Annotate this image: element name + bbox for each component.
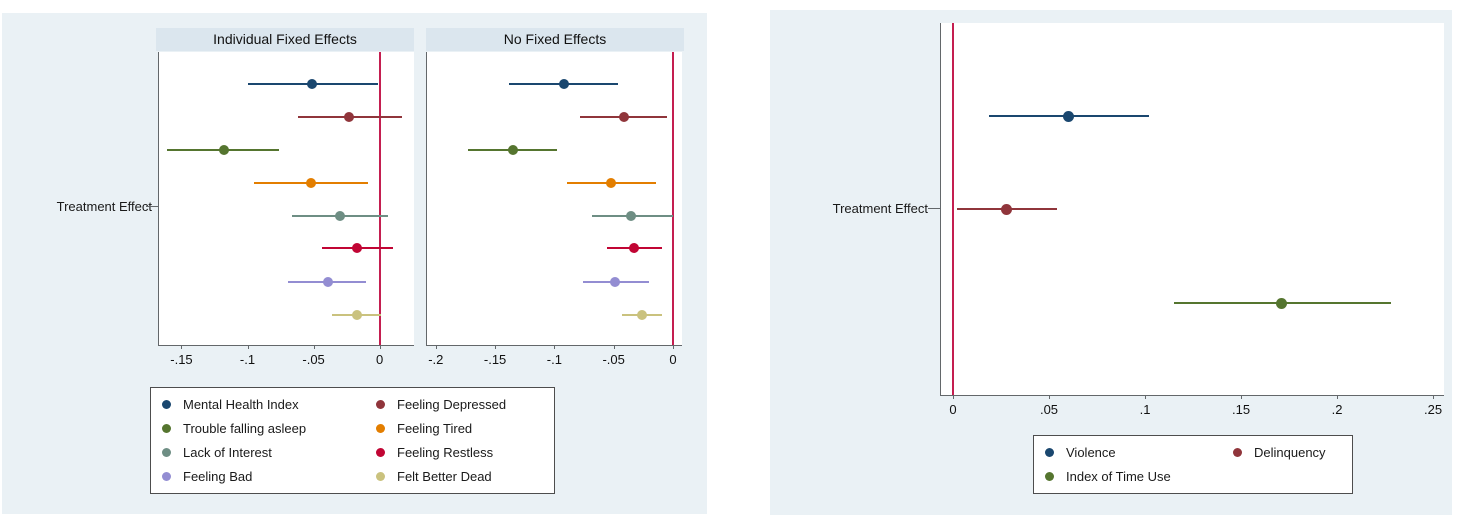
- x-axis-tick: [1049, 395, 1050, 399]
- legend-label: Feeling Bad: [183, 469, 253, 484]
- zero-reference-line: [952, 23, 954, 395]
- legend-item: Delinquency: [1233, 441, 1352, 465]
- legend-label: Feeling Restless: [397, 445, 494, 460]
- legend-dot-icon: [376, 448, 385, 457]
- x-axis-tick: [1337, 395, 1339, 399]
- data-point-dot: [619, 112, 630, 122]
- legend-item: Mental Health Index: [162, 393, 376, 417]
- legend-dot-icon: [162, 424, 171, 433]
- x-axis-tick-label: -.05: [302, 352, 325, 367]
- legend-dot-icon: [162, 400, 171, 409]
- legend-item: Violence: [1045, 441, 1233, 465]
- x-axis-tick: [1241, 395, 1243, 399]
- x-axis-tick: [313, 345, 315, 349]
- legend-dot-icon: [1233, 448, 1242, 457]
- x-axis-tick: [435, 345, 437, 349]
- legend-label: Feeling Depressed: [397, 397, 507, 412]
- x-axis-tick-label: -.1: [546, 352, 562, 367]
- x-axis-tick: [613, 345, 615, 349]
- x-axis-tick: [672, 345, 674, 349]
- legend-label: Delinquency: [1254, 445, 1326, 460]
- x-axis-tick: [379, 345, 381, 349]
- data-point-dot: [1275, 297, 1287, 309]
- legend-label: Felt Better Dead: [397, 469, 492, 484]
- x-axis-tick-label: .15: [1231, 402, 1251, 417]
- plot-area-behavior: 0 .05 .1 .15 .2 .25: [940, 23, 1444, 417]
- legend-dot-icon: [1045, 472, 1054, 481]
- legend-label: Feeling Tired: [397, 421, 473, 436]
- x-axis-tick: [554, 345, 556, 349]
- legend-item: Trouble falling asleep: [162, 417, 376, 441]
- x-axis-tick-label: 0: [376, 352, 384, 367]
- legend-dot-icon: [162, 472, 171, 481]
- data-point-dot: [507, 145, 518, 155]
- x-axis-tick: [247, 345, 249, 349]
- legend-label: Index of Time Use: [1066, 469, 1171, 484]
- data-point-dot: [609, 277, 620, 287]
- legend-box-mental-health: Mental Health Index Feeling Depressed Trou…: [150, 387, 555, 494]
- x-axis-tick-label: -.05: [602, 352, 625, 367]
- x-axis-tick: [181, 345, 183, 349]
- x-axis-tick: [1433, 395, 1435, 399]
- legend-dot-icon: [376, 472, 385, 481]
- data-point-dot: [558, 79, 569, 89]
- y-axis-tick: [928, 208, 940, 209]
- data-point-dot: [626, 211, 637, 221]
- plot-area-no-fixed-effects: -.2 -.15 -.1 -.05 0: [426, 52, 682, 367]
- x-axis-tick-label: .1: [1139, 402, 1151, 417]
- legend-item: Lack of Interest: [162, 441, 376, 465]
- zero-reference-line: [671, 52, 674, 345]
- legend-item: Feeling Tired: [376, 417, 554, 441]
- legend-item: Index of Time Use: [1045, 465, 1233, 489]
- x-axis-tick: [1145, 395, 1147, 399]
- x-axis-tick-label: -.15: [483, 352, 507, 367]
- legend-item: Felt Better Dead: [376, 465, 554, 489]
- legend-dot-icon: [376, 424, 385, 433]
- plot-area-individual-fixed-effects: -.15 -.1 -.05 0: [158, 52, 414, 367]
- y-axis-title: Treatment Effect: [832, 201, 928, 216]
- legend-item: Feeling Restless: [376, 441, 554, 465]
- legend-item: Feeling Bad: [162, 465, 376, 489]
- x-axis-tick-label: 0: [669, 352, 677, 367]
- data-point-dot: [637, 310, 648, 320]
- x-axis-tick: [495, 345, 497, 349]
- legend-label: Mental Health Index: [183, 397, 299, 412]
- data-point-dot: [323, 277, 334, 287]
- x-axis-tick-label: -.15: [170, 352, 193, 367]
- legend-dot-icon: [1045, 448, 1054, 457]
- y-axis-tick: [146, 206, 158, 207]
- x-axis-tick-label: -.2: [428, 352, 444, 367]
- legend-label: Trouble falling asleep: [183, 421, 307, 436]
- legend-label: Violence: [1066, 445, 1116, 460]
- legend-dot-icon: [376, 400, 385, 409]
- data-point-dot: [352, 310, 363, 320]
- legend-dot-icon: [162, 448, 171, 457]
- data-point-dot: [352, 243, 363, 253]
- data-point-dot: [218, 145, 229, 155]
- data-point-dot: [1001, 203, 1013, 215]
- legend-item: Feeling Depressed: [376, 393, 554, 417]
- panel-header-no-fixed-effects: No Fixed Effects: [426, 28, 684, 51]
- y-axis-title: Treatment Effect: [56, 199, 152, 214]
- legend-box-behavior: Violence Delinquency Index of Time Use: [1033, 435, 1353, 494]
- data-point-dot: [628, 243, 639, 253]
- data-point-dot: [335, 211, 345, 221]
- data-point-dot: [305, 178, 316, 188]
- panel-header-individual-fixed-effects: Individual Fixed Effects: [156, 28, 414, 51]
- data-point-dot: [344, 112, 355, 122]
- x-axis-tick-label: .25: [1424, 402, 1443, 417]
- x-axis-tick-label: .05: [1039, 402, 1059, 417]
- x-axis-tick-label: 0: [949, 402, 957, 417]
- data-point-dot: [1062, 110, 1074, 122]
- data-point-dot: [606, 178, 617, 188]
- data-point-dot: [307, 79, 318, 89]
- mental-health-coefplot: Treatment Effect Individual Fixed Effect…: [2, 13, 707, 514]
- zero-reference-line: [378, 52, 381, 345]
- x-axis-tick: [953, 395, 954, 399]
- x-axis-tick-label: -.1: [239, 352, 256, 367]
- x-axis-tick-label: .2: [1331, 402, 1343, 417]
- legend-label: Lack of Interest: [183, 445, 272, 460]
- behavior-coefplot: Treatment Effect 0 .05 .1 .15 .2 .25 Violence…: [770, 10, 1452, 515]
